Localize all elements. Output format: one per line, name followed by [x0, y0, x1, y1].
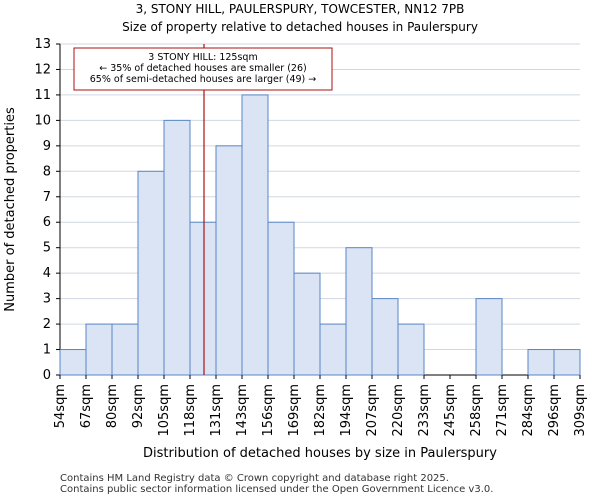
annotation-line: ← 35% of detached houses are smaller (26… — [99, 63, 306, 74]
x-tick-label: 80sqm — [105, 384, 120, 428]
y-axis-title: Number of detached properties — [3, 107, 18, 312]
y-tick-label: 7 — [43, 190, 51, 205]
x-tick-label: 118sqm — [183, 384, 198, 437]
y-tick-label: 3 — [43, 292, 51, 307]
y-tick-label: 12 — [34, 62, 51, 77]
histogram-bar — [137, 170, 165, 376]
x-tick-label: 169sqm — [287, 384, 302, 437]
x-tick-label: 194sqm — [339, 384, 354, 437]
chart-title: 3, STONY HILL, PAULERSPURY, TOWCESTER, N… — [135, 2, 465, 16]
x-tick-label: 182sqm — [313, 384, 328, 437]
y-tick-label: 13 — [34, 37, 51, 52]
y-tick-label: 0 — [43, 368, 51, 383]
x-axis-title: Distribution of detached houses by size … — [143, 446, 497, 461]
x-tick-label: 143sqm — [235, 384, 250, 437]
x-tick-label: 54sqm — [53, 384, 68, 428]
histogram-bar — [241, 94, 269, 376]
histogram-bar — [85, 323, 113, 376]
x-tick-label: 245sqm — [443, 384, 458, 437]
x-tick-label: 296sqm — [547, 384, 562, 437]
x-tick-label: 233sqm — [417, 384, 432, 437]
x-tick-label: 67sqm — [79, 384, 94, 428]
x-tick-label: 309sqm — [573, 384, 588, 437]
x-tick-label: 284sqm — [521, 384, 536, 437]
footer-line-2: Contains public sector information licen… — [60, 484, 494, 495]
annotation-box — [73, 47, 333, 91]
y-tick-label: 9 — [43, 139, 51, 154]
y-tick-label: 11 — [34, 88, 51, 103]
annotation-line: 3 STONY HILL: 125sqm — [148, 52, 257, 63]
histogram-bar — [267, 221, 295, 376]
histogram-bar — [59, 349, 87, 376]
y-tick-label: 8 — [43, 164, 51, 179]
x-tick-label: 207sqm — [365, 384, 380, 437]
footer-line-1: Contains HM Land Registry data © Crown c… — [60, 473, 449, 484]
y-tick-label: 2 — [43, 317, 51, 332]
histogram-bar — [215, 145, 243, 376]
histogram-bar — [371, 298, 399, 376]
y-tick-label: 10 — [34, 113, 51, 128]
histogram-bar — [111, 323, 139, 376]
histogram-bar — [163, 119, 191, 376]
histogram-bar — [553, 349, 581, 376]
histogram-bar — [189, 221, 217, 376]
y-tick-label: 4 — [43, 266, 51, 281]
histogram-bar — [293, 272, 321, 376]
x-tick-label: 220sqm — [391, 384, 406, 437]
x-tick-label: 156sqm — [261, 384, 276, 437]
histogram-bar — [345, 247, 373, 376]
x-tick-label: 258sqm — [469, 384, 484, 437]
x-tick-label: 131sqm — [209, 384, 224, 437]
histogram-bar — [527, 349, 555, 376]
y-tick-label: 1 — [43, 343, 51, 358]
chart-subtitle: Size of property relative to detached ho… — [122, 20, 478, 34]
histogram-bar — [475, 298, 503, 376]
x-tick-label: 271sqm — [495, 384, 510, 437]
x-tick-label: 92sqm — [131, 384, 146, 428]
histogram-bar — [319, 323, 347, 376]
y-tick-label: 6 — [43, 215, 51, 230]
y-tick-label: 5 — [43, 241, 51, 256]
histogram-bar — [397, 323, 425, 376]
x-tick-label: 105sqm — [157, 384, 172, 437]
annotation-line: 65% of semi-detached houses are larger (… — [90, 74, 317, 85]
